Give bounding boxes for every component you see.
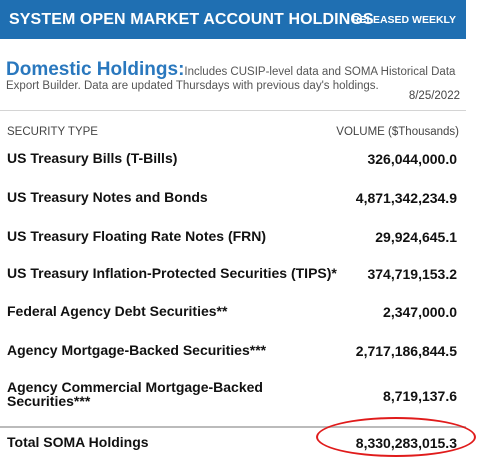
- divider: [0, 110, 466, 111]
- as-of-date: 8/25/2022: [408, 90, 460, 102]
- row-value: 8,719,137.6: [383, 388, 457, 404]
- row-value: 4,871,342,234.9: [355, 190, 457, 206]
- row-value: 326,044,000.0: [367, 151, 457, 167]
- total-divider: [0, 426, 466, 428]
- row-label: US Treasury Inflation-Protected Securiti…: [7, 265, 337, 281]
- page-header: SYSTEM OPEN MARKET ACCOUNT HOLDINGS RELE…: [0, 0, 466, 39]
- row-label: US Treasury Notes and Bonds: [7, 189, 208, 205]
- column-header-volume: VOLUME ($Thousands): [336, 126, 459, 138]
- domestic-holdings-heading: Domestic Holdings:: [6, 59, 185, 80]
- total-label: Total SOMA Holdings: [7, 434, 149, 450]
- row-label: Agency Mortgage-Backed Securities***: [7, 342, 267, 358]
- intro-text: Domestic Holdings:Includes CUSIP-level d…: [6, 60, 458, 93]
- header-title: SYSTEM OPEN MARKET ACCOUNT HOLDINGS: [9, 11, 374, 28]
- row-value: 29,924,645.1: [375, 229, 457, 245]
- row-label: US Treasury Bills (T-Bills): [7, 150, 178, 166]
- row-label: US Treasury Floating Rate Notes (FRN): [7, 228, 267, 244]
- intro-description: Includes CUSIP-level data and SOMA Histo…: [6, 66, 456, 92]
- row-label: Agency Commercial Mortgage-Backed Securi…: [7, 379, 263, 409]
- row-value: 2,717,186,844.5: [355, 343, 457, 359]
- row-label: Federal Agency Debt Securities**: [7, 303, 228, 319]
- column-header-security-type: SECURITY TYPE: [7, 126, 98, 138]
- row-value: 374,719,153.2: [367, 266, 457, 282]
- row-value: 2,347,000.0: [383, 304, 457, 320]
- released-weekly-badge: RELEASED WEEKLY: [351, 14, 456, 26]
- highlight-circle: [316, 417, 476, 457]
